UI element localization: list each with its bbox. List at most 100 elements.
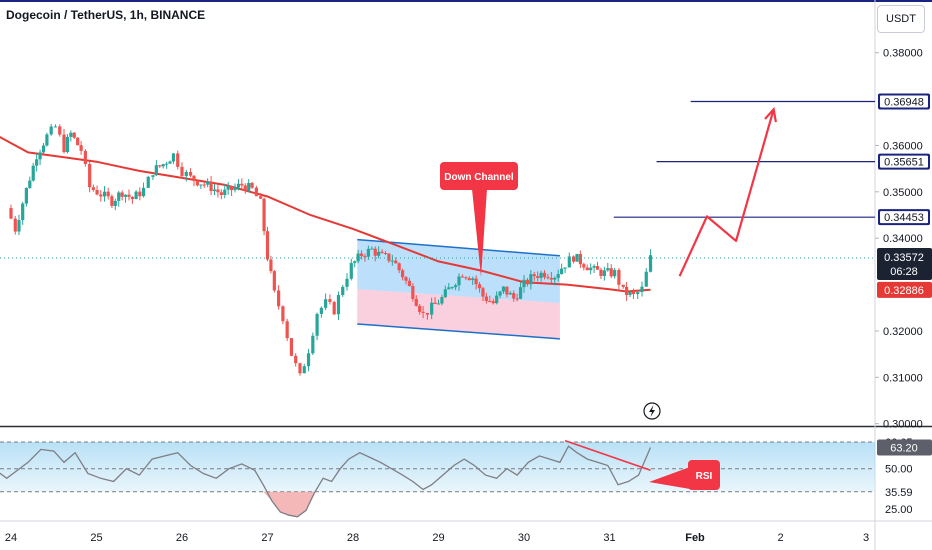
candle-body xyxy=(383,253,388,255)
candle-body xyxy=(599,269,603,276)
candle-body xyxy=(138,191,142,197)
candle xyxy=(53,124,58,128)
channel-upper-half xyxy=(357,239,560,304)
candle xyxy=(289,337,294,357)
candle-body xyxy=(443,289,447,298)
candle xyxy=(481,286,485,302)
chart-title: Dogecoin / TetherUS, 1h, BINANCE xyxy=(6,8,206,22)
candle-body xyxy=(199,184,203,186)
candle-body xyxy=(9,208,13,219)
candle-body xyxy=(467,278,471,281)
candle-body xyxy=(477,284,482,289)
candle xyxy=(648,249,653,273)
candle xyxy=(397,262,401,274)
candle-body xyxy=(106,191,110,197)
candle-body xyxy=(578,253,583,265)
candle-body xyxy=(549,277,553,280)
candle xyxy=(542,270,547,280)
candle-body xyxy=(141,187,146,197)
moving-average-line xyxy=(0,135,651,293)
rsi-tick-label: 25.00 xyxy=(885,504,913,516)
candle xyxy=(294,353,298,367)
candle-body xyxy=(518,287,523,299)
price-tick-label: 0.34000 xyxy=(883,233,923,245)
candle xyxy=(62,128,66,154)
candle xyxy=(259,193,263,199)
candle-body xyxy=(38,152,42,160)
lightning-icon[interactable] xyxy=(643,402,661,420)
candle xyxy=(58,124,62,137)
candle xyxy=(430,297,434,320)
rsi-oversold-fill xyxy=(261,491,316,517)
candle xyxy=(243,183,247,194)
candle xyxy=(460,274,465,278)
candle-body xyxy=(387,253,391,261)
candle xyxy=(65,134,70,154)
candle-body xyxy=(328,299,332,303)
candle-body xyxy=(414,298,418,306)
candle-body xyxy=(546,277,550,279)
candle-body xyxy=(247,182,251,191)
candle-body xyxy=(62,134,66,153)
candle xyxy=(341,284,345,297)
candle xyxy=(529,270,533,290)
candle-body xyxy=(515,298,519,300)
candle xyxy=(592,264,596,274)
candle-body xyxy=(158,165,162,167)
candle xyxy=(83,149,87,167)
candle-body xyxy=(648,255,653,272)
candle xyxy=(505,286,509,298)
price-label-inner xyxy=(880,95,928,108)
candle-body xyxy=(454,285,458,288)
candle xyxy=(380,249,384,254)
candle-body xyxy=(553,277,557,280)
candle xyxy=(184,169,188,182)
candle-body xyxy=(640,286,644,293)
candle-body xyxy=(421,311,425,313)
channel-lower-line xyxy=(357,323,560,340)
candle-body xyxy=(79,145,83,151)
candle-body xyxy=(17,220,21,232)
candle xyxy=(373,246,377,262)
candle xyxy=(536,271,540,282)
candle-body xyxy=(491,301,495,304)
candle-body xyxy=(206,181,210,185)
candle-body xyxy=(397,263,401,271)
candle xyxy=(265,226,270,262)
candle-body xyxy=(281,306,285,322)
candle xyxy=(229,185,234,196)
candle xyxy=(188,168,193,178)
rsi-band xyxy=(0,441,875,492)
rsi-tick-label: 35.59 xyxy=(885,487,913,499)
candle-body xyxy=(400,270,405,278)
candle xyxy=(571,255,576,264)
currency-selector[interactable]: USDT xyxy=(877,5,925,33)
candle-body xyxy=(380,251,384,254)
candle-body xyxy=(127,194,131,197)
candle-body xyxy=(21,203,25,221)
candle xyxy=(226,182,230,195)
candle-body xyxy=(440,297,444,304)
price-tick-label: 0.31000 xyxy=(883,372,923,384)
candle-body xyxy=(324,299,328,308)
candle-body xyxy=(110,196,114,206)
candle xyxy=(298,362,302,376)
candle xyxy=(45,132,49,147)
candle xyxy=(631,288,636,299)
candle xyxy=(495,291,499,305)
candle-body xyxy=(262,198,266,232)
candle-body xyxy=(394,260,398,264)
candle-body xyxy=(567,256,571,268)
candle xyxy=(464,276,468,281)
rsi-tick-label: 50.00 xyxy=(885,464,913,476)
candle-body xyxy=(582,264,586,268)
candle-body xyxy=(151,175,155,177)
candle xyxy=(38,149,42,166)
candle xyxy=(370,246,374,250)
candle xyxy=(440,294,444,306)
candle-body xyxy=(488,300,492,302)
candle-body xyxy=(53,126,58,128)
candle xyxy=(146,175,150,189)
candle xyxy=(477,282,482,293)
